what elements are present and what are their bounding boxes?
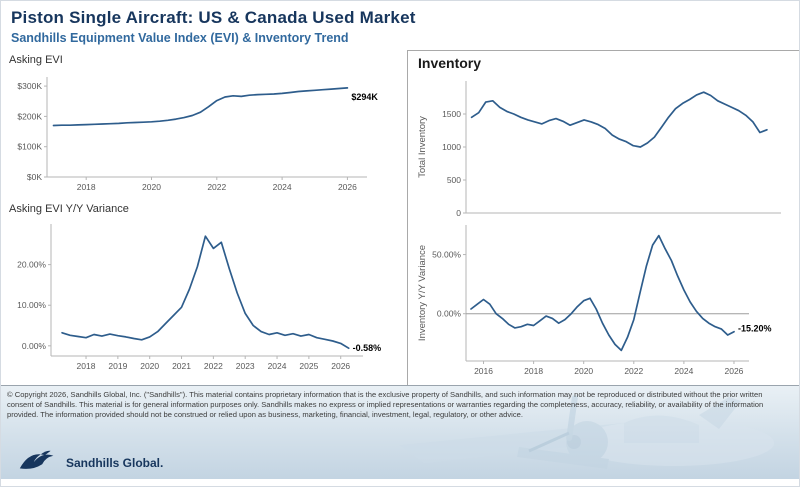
asking-evi-title: Asking EVI (9, 54, 63, 66)
svg-text:Inventory Y/Y Variance: Inventory Y/Y Variance (417, 245, 428, 341)
svg-text:$200K: $200K (17, 111, 42, 121)
svg-text:2022: 2022 (207, 182, 226, 192)
svg-text:2024: 2024 (268, 361, 287, 371)
svg-text:10.00%: 10.00% (17, 300, 46, 310)
svg-text:2024: 2024 (674, 366, 693, 376)
svg-text:Total Inventory: Total Inventory (417, 116, 428, 178)
svg-text:0.00%: 0.00% (437, 309, 462, 319)
svg-text:2026: 2026 (331, 361, 350, 371)
svg-text:-0.58%: -0.58% (353, 343, 382, 353)
report-footer: © Copyright 2026, Sandhills Global, Inc.… (1, 385, 799, 479)
svg-text:2020: 2020 (574, 366, 593, 376)
svg-text:$300K: $300K (17, 81, 42, 91)
total-inventory-svg: 0 500 1000 1500 Total Inventory (417, 81, 781, 218)
svg-text:2020: 2020 (140, 361, 159, 371)
svg-text:1000: 1000 (442, 142, 461, 152)
svg-text:2016: 2016 (474, 366, 493, 376)
svg-text:2019: 2019 (108, 361, 127, 371)
svg-text:2022: 2022 (624, 366, 643, 376)
svg-text:0: 0 (456, 208, 461, 218)
charts-area: Asking EVI $0K $100K $200K $300K 2018 2020 202… (1, 50, 799, 385)
evi-variance-svg: 0.00% 10.00% 20.00% 2018 2019 2020 2021 2022 202… (17, 224, 382, 371)
svg-text:20.00%: 20.00% (17, 260, 46, 270)
asking-evi-svg: $0K $100K $200K $300K 2018 2020 2022 2024 2026 $2… (17, 77, 378, 192)
svg-text:2025: 2025 (299, 361, 318, 371)
svg-text:$294K: $294K (351, 92, 378, 102)
evi-variance-title: Asking EVI Y/Y Variance (9, 203, 129, 215)
svg-text:2018: 2018 (524, 366, 543, 376)
inventory-variance-svg: 0.00% 50.00% 2016 2018 2020 2022 2024 2026 Inven… (417, 225, 772, 376)
evi-column: Asking EVI $0K $100K $200K $300K 2018 2020 202… (1, 50, 407, 385)
evi-variance-line-chart: 0.00% 10.00% 20.00% 2018 2019 2020 2021 2022 202… (5, 216, 405, 374)
svg-text:500: 500 (447, 175, 461, 185)
svg-text:1500: 1500 (442, 109, 461, 119)
svg-text:2026: 2026 (338, 182, 357, 192)
sandhills-bird-icon (19, 450, 54, 469)
svg-text:2018: 2018 (77, 182, 96, 192)
sandhills-logo: Sandhills Global. (17, 447, 163, 473)
svg-text:50.00%: 50.00% (432, 250, 461, 260)
inventory-section-title: Inventory (418, 55, 482, 71)
inventory-column: Inventory 0 500 1000 1500 Total Inventory 0.… (407, 50, 799, 385)
svg-text:2024: 2024 (273, 182, 292, 192)
svg-text:2026: 2026 (725, 366, 744, 376)
sandhills-logo-text: Sandhills Global. (66, 456, 164, 470)
svg-text:-15.20%: -15.20% (738, 324, 772, 334)
svg-text:$100K: $100K (17, 142, 42, 152)
asking-evi-line-chart: $0K $100K $200K $300K 2018 2020 2022 2024 2026 $2… (5, 67, 405, 195)
svg-text:2023: 2023 (236, 361, 255, 371)
svg-text:2018: 2018 (77, 361, 96, 371)
report-header: Piston Single Aircraft: US & Canada Used… (1, 1, 799, 50)
svg-text:2020: 2020 (142, 182, 161, 192)
svg-text:0.00%: 0.00% (22, 341, 47, 351)
svg-text:2022: 2022 (204, 361, 223, 371)
total-inventory-line-chart: 0 500 1000 1500 Total Inventory (414, 73, 795, 219)
svg-text:2021: 2021 (172, 361, 191, 371)
copyright-disclaimer: © Copyright 2026, Sandhills Global, Inc.… (7, 390, 764, 419)
inventory-variance-line-chart: 0.00% 50.00% 2016 2018 2020 2022 2024 2026 Inven… (414, 219, 795, 379)
svg-text:$0K: $0K (27, 172, 42, 182)
page-subtitle: Sandhills Equipment Value Index (EVI) & … (11, 31, 349, 45)
page-title: Piston Single Aircraft: US & Canada Used… (11, 8, 416, 27)
